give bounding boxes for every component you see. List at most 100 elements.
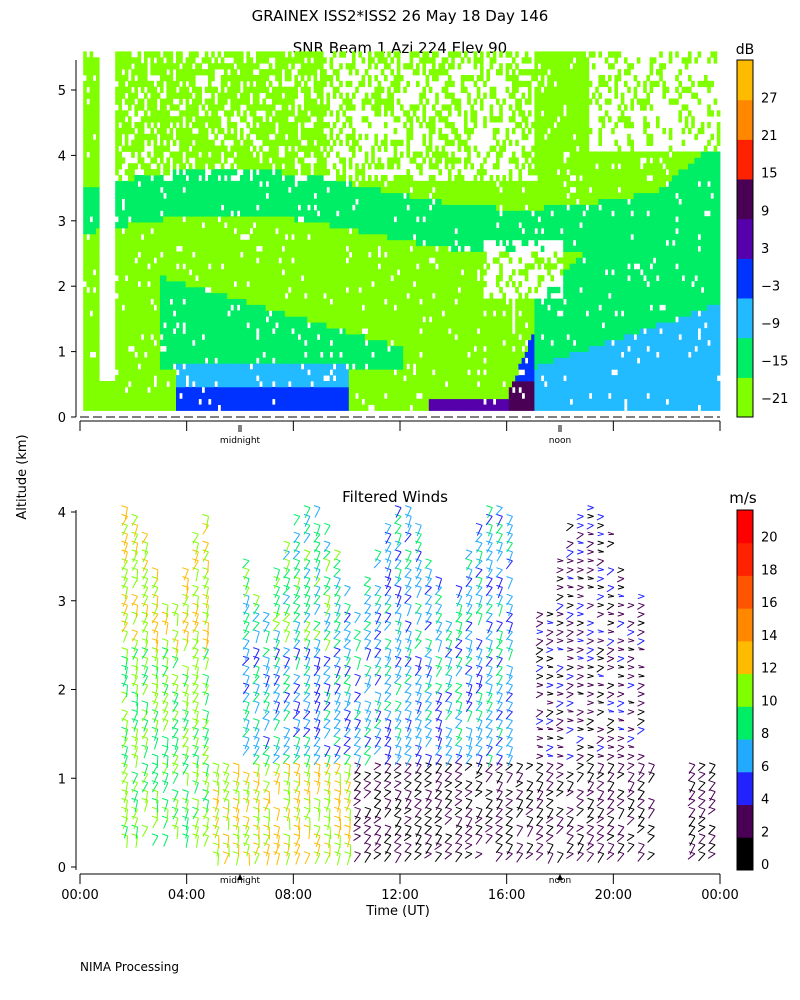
snr-cell — [409, 51, 414, 58]
snr-cell — [86, 198, 90, 205]
snr-cell — [163, 398, 167, 405]
snr-cell — [169, 80, 174, 88]
snr-cell — [281, 292, 286, 299]
snr-cell — [195, 398, 199, 405]
snr-cell — [169, 386, 174, 394]
snr-cell — [294, 351, 298, 358]
snr-cell — [198, 251, 202, 258]
snr-cell — [204, 98, 209, 105]
snr-cell — [195, 169, 199, 176]
snr-cell — [396, 357, 401, 364]
snr-cell — [320, 257, 324, 264]
snr-cell — [201, 263, 206, 270]
snr-cell — [182, 392, 186, 400]
snr-cell — [377, 392, 382, 400]
snr-cell — [396, 292, 401, 299]
snr-cell — [326, 381, 330, 388]
snr-cell — [320, 86, 324, 93]
snr-cell — [163, 204, 167, 211]
snr-cell — [284, 110, 289, 117]
snr-cell — [320, 210, 324, 217]
snr-cell — [400, 292, 404, 299]
snr-cell — [281, 375, 286, 382]
snr-cell — [307, 57, 311, 64]
snr-cell — [96, 139, 100, 146]
snr-cell — [281, 210, 286, 217]
snr-cell — [243, 357, 247, 364]
snr-cell — [243, 269, 247, 276]
snr-cell — [294, 275, 298, 282]
snr-cell — [83, 363, 87, 370]
snr-cell — [406, 139, 410, 146]
snr-cell — [310, 386, 314, 394]
snr-cell — [329, 345, 334, 352]
snr-cell — [256, 269, 260, 276]
snr-cell — [320, 286, 324, 294]
snr-cell — [160, 86, 164, 93]
snr-cell — [300, 257, 305, 264]
snr-cell — [352, 92, 356, 99]
snr-cell — [83, 204, 87, 211]
snr-cell — [377, 233, 382, 241]
snr-cell — [384, 269, 388, 276]
snr-cell — [371, 386, 375, 394]
snr-cell — [409, 298, 414, 305]
snr-cell — [211, 186, 215, 194]
snr-cell — [249, 63, 254, 70]
snr-cell — [272, 51, 276, 58]
snr-cell — [176, 116, 180, 123]
snr-cell — [134, 210, 138, 217]
snr-cell — [188, 198, 193, 205]
snr-cell — [140, 257, 145, 264]
snr-cell — [214, 63, 218, 70]
snr-cell — [108, 386, 113, 394]
snr-cell — [172, 204, 177, 211]
snr-cell — [390, 204, 394, 211]
snr-cell — [300, 392, 305, 400]
snr-cell — [240, 192, 244, 199]
snr-cell — [160, 392, 164, 400]
snr-cell — [393, 86, 398, 93]
snr-cell — [307, 316, 311, 323]
snr-cell — [329, 198, 334, 205]
snr-cell — [188, 239, 193, 247]
snr-cell — [400, 104, 404, 111]
snr-cell — [396, 192, 401, 199]
snr-cell — [406, 351, 410, 358]
snr-cell — [406, 345, 410, 352]
snr-cell — [166, 245, 170, 252]
snr-cell — [396, 157, 401, 164]
snr-cell — [358, 186, 362, 194]
snr-cell — [144, 228, 148, 235]
snr-cell — [172, 80, 177, 88]
snr-cell — [204, 216, 209, 223]
snr-cell — [185, 139, 190, 146]
snr-cell — [233, 251, 238, 258]
snr-cell — [201, 151, 206, 158]
snr-cell — [323, 392, 327, 400]
snr-cell — [342, 157, 346, 164]
snr-cell — [147, 86, 151, 93]
snr-cell — [182, 304, 186, 311]
snr-cell — [240, 133, 244, 141]
snr-cell — [172, 357, 177, 364]
snr-cell — [275, 275, 279, 282]
snr-cell — [374, 328, 378, 335]
snr-cell — [233, 51, 238, 58]
snr-cell — [160, 357, 164, 364]
snr-cell — [268, 386, 273, 394]
snr-cell — [304, 286, 308, 294]
snr-cell — [124, 57, 129, 64]
snr-cell — [307, 245, 311, 252]
snr-cell — [92, 369, 97, 376]
snr-cell — [342, 322, 346, 329]
snr-cell — [313, 369, 318, 376]
snr-cell — [166, 251, 170, 258]
snr-cell — [368, 269, 372, 276]
snr-cell — [332, 357, 337, 364]
snr-cell — [208, 381, 212, 388]
snr-cell — [134, 316, 138, 323]
snr-cell — [198, 127, 202, 135]
snr-cell — [217, 398, 222, 405]
snr-cell — [332, 386, 337, 394]
